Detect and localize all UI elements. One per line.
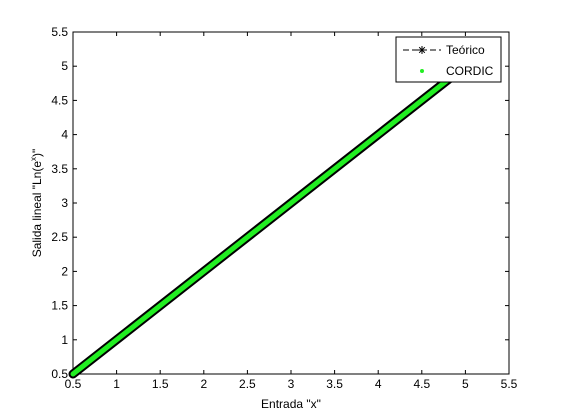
- y-tick-label: 3: [61, 196, 68, 210]
- y-tick-label: 1.5: [51, 299, 68, 313]
- series-cordic-points: [70, 63, 468, 377]
- x-tick-label: 3.5: [326, 377, 343, 391]
- legend-marker-cordic: [420, 69, 424, 73]
- x-tick-label: 4: [375, 377, 382, 391]
- legend: Teórico CORDIC: [395, 36, 502, 83]
- x-tick-label: 5: [462, 377, 469, 391]
- x-tick-label: 3: [288, 377, 295, 391]
- y-tick-label: 4.5: [51, 93, 68, 107]
- y-tick-label: 3.5: [51, 162, 68, 176]
- y-axis-label-prefix: Salida lineal "Ln(e: [30, 161, 44, 258]
- y-tick-label: 1: [61, 333, 68, 347]
- y-axis-label: Salida lineal "Ln(ex)": [29, 149, 44, 258]
- x-tick-label: 1: [113, 377, 120, 391]
- y-tick-label: 0.5: [51, 367, 68, 381]
- y-axis-label-suffix: )": [30, 149, 44, 157]
- x-axis-label: Entrada "x": [261, 397, 321, 411]
- legend-box: [395, 36, 502, 83]
- x-tick-label: 1.5: [152, 377, 169, 391]
- y-tick-label: 5: [61, 59, 68, 73]
- y-tick-label: 2.5: [51, 230, 68, 244]
- legend-marker-teorico: [418, 46, 426, 54]
- y-tick-label: 2: [61, 264, 68, 278]
- x-tick-label: 2: [200, 377, 207, 391]
- x-tick-label: 0.5: [65, 377, 82, 391]
- x-tick-label: 4.5: [413, 377, 430, 391]
- x-axis: 0.5 1 1.5 2 2.5 3 3.5 4 4.5 5 5.5: [65, 32, 518, 391]
- y-axis: 0.5 1 1.5 2 2.5 3 3.5 4 4.5 5 5.5: [51, 25, 509, 381]
- asterisk-stroke: [418, 46, 426, 54]
- y-tick-label: 5.5: [51, 25, 68, 39]
- x-tick-label: 2.5: [239, 377, 256, 391]
- legend-label-teorico: Teórico: [446, 43, 485, 57]
- y-tick-label: 4: [61, 128, 68, 142]
- x-tick-label: 5.5: [501, 377, 518, 391]
- legend-label-cordic: CORDIC: [446, 64, 494, 78]
- series-layer: [68, 61, 470, 379]
- y-axis-label-superscript: x: [29, 157, 38, 161]
